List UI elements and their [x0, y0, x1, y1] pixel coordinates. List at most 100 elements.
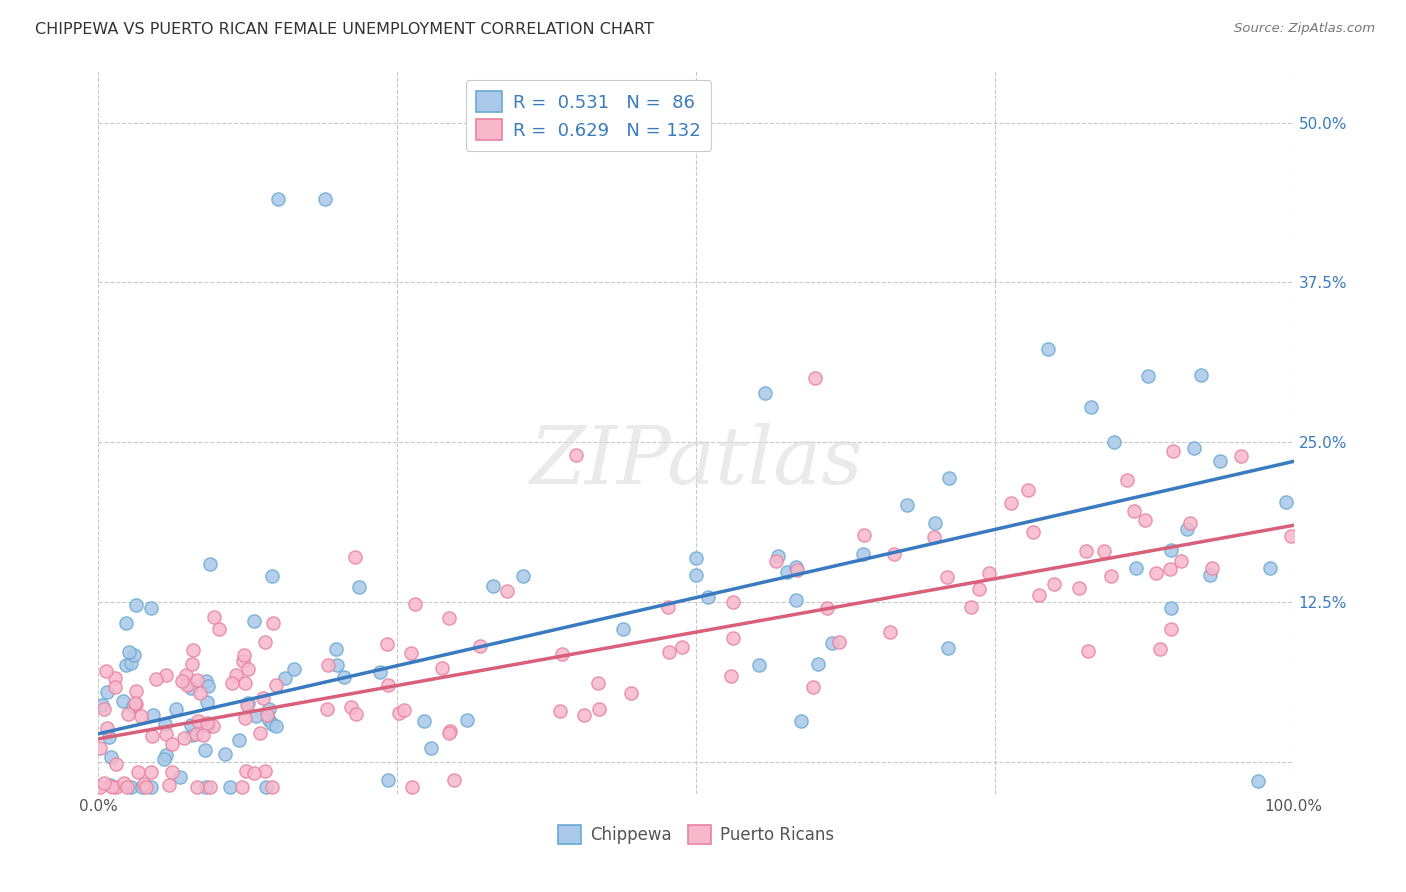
Point [170, 674, 193, 689]
Point [720, 669, 742, 683]
Point [1076, 544, 1098, 558]
Point [101, 780, 124, 795]
Point [1149, 642, 1171, 657]
Point [253, 764, 276, 778]
Point [225, 668, 247, 682]
Point [512, 569, 534, 583]
Point [97, 730, 120, 744]
Point [786, 563, 808, 577]
Point [202, 610, 225, 624]
Point [748, 657, 770, 672]
Point [253, 635, 276, 649]
Point [153, 751, 176, 765]
Point [1247, 774, 1270, 789]
Point [404, 597, 426, 611]
Point [586, 676, 609, 690]
Point [180, 681, 202, 695]
Point [1182, 441, 1205, 455]
Point [283, 662, 305, 676]
Point [194, 780, 217, 795]
Point [1209, 454, 1232, 468]
Point [721, 631, 744, 645]
Point [657, 600, 679, 615]
Point [165, 702, 187, 716]
Point [399, 646, 422, 660]
Point [100, 750, 122, 764]
Point [551, 647, 574, 661]
Point [115, 616, 138, 631]
Point [104, 780, 127, 795]
Point [155, 748, 177, 763]
Point [155, 667, 177, 681]
Point [257, 702, 280, 716]
Point [979, 566, 1001, 581]
Point [174, 668, 197, 682]
Point [112, 775, 135, 789]
Point [754, 385, 776, 400]
Point [117, 707, 139, 722]
Point [1178, 516, 1201, 530]
Text: CHIPPEWA VS PUERTO RICAN FEMALE UNEMPLOYMENT CORRELATION CHART: CHIPPEWA VS PUERTO RICAN FEMALE UNEMPLOY… [35, 22, 654, 37]
Point [181, 657, 204, 671]
Point [1080, 401, 1102, 415]
Text: Source: ZipAtlas.com: Source: ZipAtlas.com [1234, 22, 1375, 36]
Point [413, 714, 436, 728]
Point [766, 549, 789, 563]
Point [1159, 562, 1181, 576]
Point [1189, 368, 1212, 382]
Point [1067, 581, 1090, 595]
Point [344, 706, 367, 721]
Point [1000, 496, 1022, 510]
Point [804, 371, 827, 385]
Point [208, 622, 231, 636]
Point [588, 701, 610, 715]
Point [197, 716, 219, 731]
Point [347, 580, 370, 594]
Point [1022, 525, 1045, 540]
Point [801, 680, 824, 694]
Point [1104, 435, 1126, 450]
Point [368, 665, 391, 680]
Point [188, 686, 211, 700]
Point [815, 600, 838, 615]
Point [195, 694, 218, 708]
Point [112, 694, 135, 708]
Point [173, 731, 195, 746]
Point [1077, 643, 1099, 657]
Point [115, 658, 138, 673]
Point [169, 770, 191, 784]
Point [122, 648, 145, 663]
Point [94, 664, 117, 678]
Point [1170, 553, 1192, 567]
Point [1036, 343, 1059, 357]
Point [1279, 529, 1302, 543]
Point [574, 708, 596, 723]
Point [193, 728, 215, 742]
Point [184, 727, 207, 741]
Point [1136, 368, 1159, 383]
Point [132, 777, 155, 791]
Point [1099, 568, 1122, 582]
Point [142, 707, 165, 722]
Point [233, 676, 256, 690]
Point [1115, 473, 1137, 487]
Point [1092, 543, 1115, 558]
Point [274, 671, 297, 685]
Point [91, 698, 114, 713]
Point [879, 624, 901, 639]
Point [685, 550, 707, 565]
Point [236, 698, 259, 712]
Point [118, 645, 141, 659]
Point [242, 766, 264, 780]
Point [131, 780, 153, 795]
Point [256, 708, 278, 723]
Point [1201, 560, 1223, 574]
Point [264, 718, 287, 732]
Point [129, 709, 152, 723]
Legend: Chippewa, Puerto Ricans: Chippewa, Puerto Ricans [551, 818, 841, 851]
Point [1175, 522, 1198, 536]
Point [124, 697, 146, 711]
Point [89, 780, 111, 795]
Point [807, 657, 830, 672]
Point [1258, 561, 1281, 575]
